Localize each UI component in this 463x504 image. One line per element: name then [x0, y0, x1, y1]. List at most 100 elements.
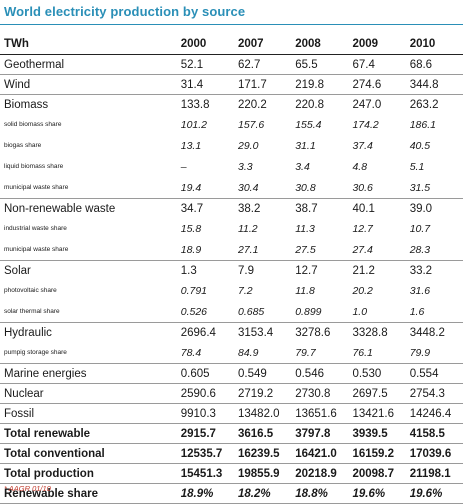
- row-value-2009: 19.6%: [348, 483, 406, 504]
- row-label: biogas share: [4, 142, 42, 149]
- row-value-2010: 33.2: [405, 260, 463, 280]
- row-value-2007: 19855.9: [233, 463, 292, 484]
- row-value-2000: 15451.3: [176, 463, 234, 484]
- table-subrow: municipal waste share 18.9 27.1 27.5 27.4 28.…: [0, 239, 463, 261]
- table-subrow: pumpig storage share 78.4 84.9 79.7 76.1 79.9: [0, 342, 463, 364]
- row-value-2010: 28.3: [409, 243, 431, 256]
- row-value-2007: 29.0: [237, 139, 259, 152]
- row-value-2009: 3939.5: [348, 423, 406, 444]
- row-value-2007: 2719.2: [233, 383, 292, 404]
- row-value-2007: 7.2: [237, 284, 253, 297]
- row-value-2009: 16159.2: [348, 443, 406, 464]
- row-value-2009: 174.2: [352, 118, 379, 131]
- table-subrow: industrial waste share 15.8 11.2 11.3 12.7 10…: [0, 218, 463, 239]
- row-value-2007: 220.2: [233, 94, 292, 114]
- row-label: Total renewable: [0, 423, 177, 444]
- row-value-2009: 247.0: [348, 94, 406, 114]
- row-value-2000: 19.4: [180, 181, 202, 194]
- row-value-2007: 171.7: [233, 74, 292, 95]
- row-value-2008: 3278.6: [291, 322, 349, 342]
- table-subrow: municipal waste share 19.4 30.4 30.8 30.6 31.…: [0, 177, 463, 199]
- row-label: Geothermal: [4, 58, 65, 71]
- table-row: Non-renewable waste 34.7 38.2 38.7 40.1 39.0: [0, 198, 463, 218]
- row-value-2009: 30.6: [352, 181, 373, 194]
- row-value-2008: 2730.8: [291, 383, 349, 404]
- table-subrow: photovoltaic share 0.791 7.2 11.8 20.2 31.6: [0, 280, 463, 301]
- row-value-2008: 31.1: [295, 139, 316, 152]
- table-subrow: biogas share 13.1 29.0 31.1 37.4 40.5: [0, 135, 463, 156]
- row-label: Nuclear: [0, 383, 177, 404]
- row-value-2007: 157.6: [237, 118, 265, 131]
- row-value-2000: 101.2: [180, 118, 208, 131]
- row-value-2010: 344.8: [405, 74, 463, 95]
- row-value-2007: 3616.5: [233, 423, 292, 444]
- row-label: Solar: [0, 260, 177, 280]
- row-value-2008: 3.4: [295, 160, 310, 173]
- row-value-2007: 0.685: [237, 305, 265, 318]
- row-value-2007: 13482.0: [233, 403, 292, 424]
- row-value-2009: 76.1: [352, 346, 373, 359]
- row-value-2009: 3328.8: [348, 322, 406, 342]
- table-header-row: TWh 2000 2007 2008 2009 2010: [0, 34, 463, 55]
- table-row: Hydraulic 2696.4 3153.4 3278.6 3328.8 3448.2: [0, 322, 463, 342]
- table-row: Solar 1.3 7.9 12.7 21.2 33.2: [0, 260, 463, 280]
- row-label: photovoltaic share: [4, 287, 57, 294]
- table-row: Total renewable 2915.7 3616.5 3797.8 3939.5 4…: [0, 423, 463, 444]
- row-value-2008: 38.7: [291, 198, 349, 218]
- row-label: pumpig storage share: [4, 349, 67, 356]
- row-value-2008: 11.8: [295, 284, 315, 297]
- row-value-2000: 34.7: [176, 198, 234, 218]
- row-value-2010: 31.6: [409, 284, 431, 297]
- row-value-2008: 20218.9: [291, 463, 349, 484]
- row-value-2007: 84.9: [237, 346, 259, 359]
- row-label: Fossil: [0, 403, 177, 424]
- row-value-2008: 16421.0: [291, 443, 349, 464]
- row-label: Non-renewable waste: [0, 198, 177, 218]
- row-value-2008: 13651.6: [291, 403, 349, 424]
- row-value-2008: 0.546: [291, 363, 349, 384]
- footnote: * AAGR 01/10: [4, 484, 51, 493]
- row-label: Biomass: [0, 94, 177, 114]
- row-value-2009: 20098.7: [348, 463, 406, 484]
- row-value-2009: 27.4: [352, 243, 373, 256]
- row-value-2007: 11.2: [237, 222, 258, 235]
- table-subrow: solid biomass share 101.2 157.6 155.4 174.2 1…: [0, 114, 463, 135]
- table-row: Fossil 9910.3 13482.0 13651.6 13421.6 14246.4: [0, 403, 463, 424]
- row-value-2010: 14246.4: [405, 403, 463, 424]
- row-label: solid biomass share: [4, 121, 62, 128]
- row-value-2010: 4158.5: [405, 423, 463, 444]
- row-value-2007: 7.9: [233, 260, 292, 280]
- row-value-2000: 18.9: [180, 243, 202, 256]
- row-value-2010: 21198.1: [405, 463, 463, 484]
- row-value-2010: 1.6: [409, 305, 425, 318]
- row-value-2009: 4.8: [352, 160, 368, 173]
- row-value-2009: 37.4: [352, 139, 373, 152]
- row-label: municipal waste share: [4, 184, 69, 191]
- table-row: Marine energies 0.605 0.549 0.546 0.530 0.554: [0, 363, 463, 384]
- row-value-2007: 62.7: [237, 58, 261, 71]
- row-value-2010: 17039.6: [405, 443, 463, 464]
- row-value-2010: 79.9: [409, 346, 431, 359]
- row-label: liquid biomass share: [4, 163, 64, 170]
- table-row: Renewable share 18.9% 18.2% 18.8% 19.6% 19.6%: [0, 483, 463, 504]
- row-label: Marine energies: [0, 363, 177, 384]
- row-value-2010: 68.6: [409, 58, 433, 71]
- row-label: industrial waste share: [4, 225, 67, 232]
- row-value-2000: 18.9%: [176, 483, 234, 504]
- row-value-2000: 2590.6: [176, 383, 234, 404]
- row-value-2008: 12.7: [291, 260, 349, 280]
- row-value-2008: 11.3: [295, 222, 315, 235]
- title-divider: [0, 24, 463, 25]
- row-label: Wind: [0, 74, 177, 95]
- table-body: Geothermal 52.1 62.7 65.5 67.4 68.6 Wind 31.4 17…: [0, 55, 463, 504]
- row-value-2009: 21.2: [348, 260, 406, 280]
- row-value-2010: 3448.2: [405, 322, 463, 342]
- table-row: Total production 15451.3 19855.9 20218.9 200…: [0, 463, 463, 484]
- year-header-2009: 2009: [348, 34, 406, 55]
- row-value-2008: 30.8: [295, 181, 316, 194]
- row-value-2010: 39.0: [405, 198, 463, 218]
- row-value-2000: 133.8: [176, 94, 234, 114]
- row-value-2009: 1.0: [352, 305, 368, 318]
- row-value-2000: 1.3: [176, 260, 234, 280]
- row-value-2008: 79.7: [295, 346, 316, 359]
